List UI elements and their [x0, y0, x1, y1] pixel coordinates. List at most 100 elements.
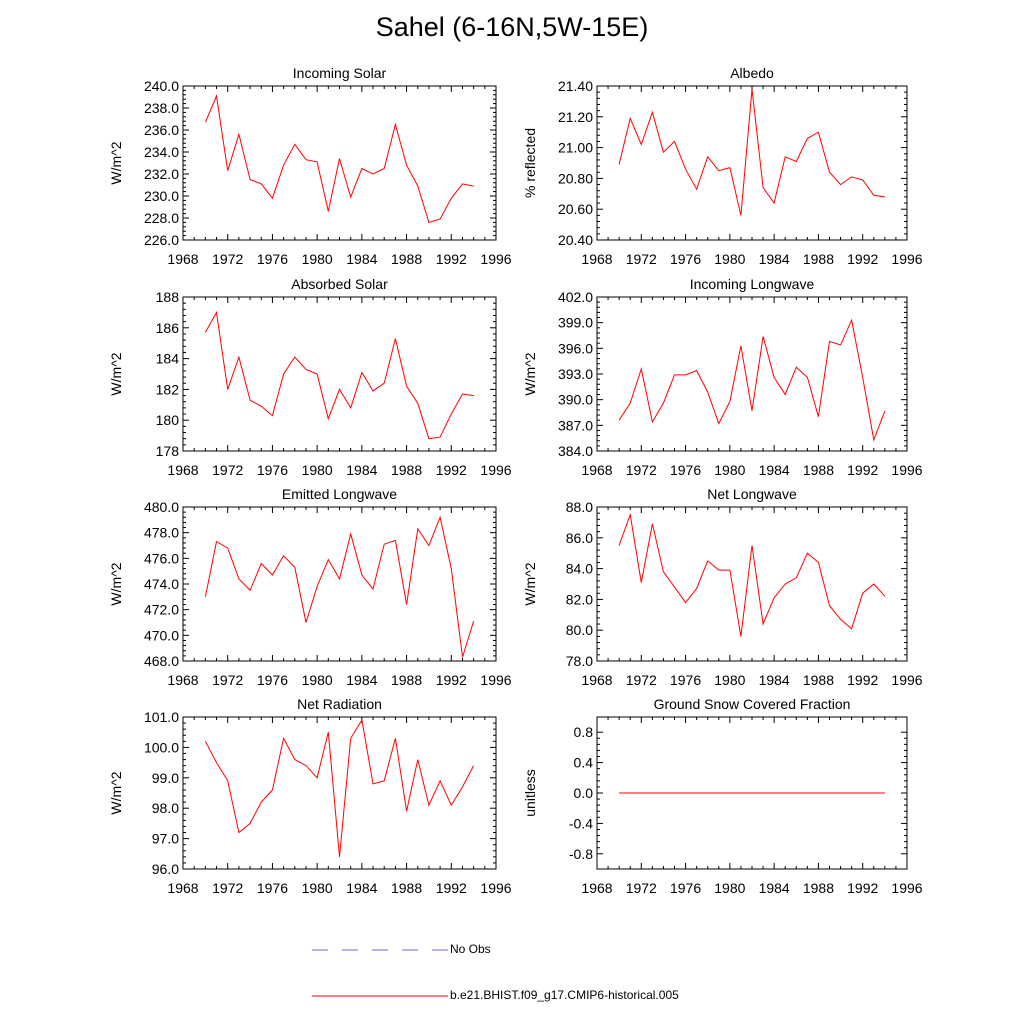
y-tick-label: 232.0: [144, 166, 179, 182]
y-tick-label: 474.0: [144, 576, 179, 592]
chart-panel-5: Emitted Longwave W/m^2 468.0 470.0 472.0 474.…: [108, 486, 512, 688]
plot-frame: [596, 506, 908, 662]
y-tick-label: 240.0: [144, 78, 179, 94]
x-tick-label: 1988: [803, 672, 834, 688]
y-tick-label: 402.0: [558, 289, 593, 305]
series-line: [618, 512, 886, 637]
y-tick-label: 80.0: [566, 622, 593, 638]
x-tick-label: 1992: [847, 672, 878, 688]
y-tick-label: 21.00: [558, 140, 593, 156]
y-axis-label: W/m^2: [522, 352, 538, 395]
y-tick-label: 228.0: [144, 210, 179, 226]
y-tick-label: 390.0: [558, 392, 593, 408]
chart-panel-7: Net Radiation W/m^2 96.0 97.0 98.0 99.0 100.0 1…: [108, 696, 512, 896]
x-tick-label: 1976: [670, 880, 701, 896]
y-tick-label: 86.0: [566, 530, 593, 546]
y-axis-label: W/m^2: [522, 562, 538, 605]
x-tick-label: 1968: [167, 672, 198, 688]
plot-frame: [182, 296, 497, 452]
x-tick-label: 1984: [759, 251, 790, 267]
x-tick-label: 1972: [626, 880, 657, 896]
y-tick-label: 186: [156, 320, 180, 336]
x-tick-label: 1980: [302, 672, 333, 688]
y-tick-label: 468.0: [144, 653, 179, 669]
chart-panel-2: Albedo % reflected 20.40 20.60 20.80 21.00 21.…: [522, 65, 923, 267]
x-tick-label: 1968: [581, 672, 612, 688]
x-tick-label: 1992: [436, 880, 467, 896]
x-tick-label: 1992: [847, 251, 878, 267]
x-tick-label: 1980: [714, 880, 745, 896]
x-tick-label: 1996: [891, 251, 922, 267]
series-line: [204, 310, 474, 440]
panel-title: Net Longwave: [707, 486, 797, 502]
x-tick-label: 1976: [257, 672, 288, 688]
y-tick-label: 387.0: [558, 417, 593, 433]
y-tick-label: 234.0: [144, 144, 179, 160]
y-tick-label: 178: [156, 443, 180, 459]
series-line: [204, 718, 475, 857]
y-tick-label: 84.0: [566, 561, 593, 577]
series-line: [204, 94, 474, 224]
x-tick-label: 1988: [803, 880, 834, 896]
y-tick-label: 236.0: [144, 122, 179, 138]
legend-label-no-obs: No Obs: [450, 942, 491, 956]
x-tick-label: 1992: [847, 880, 878, 896]
x-tick-label: 1972: [212, 880, 243, 896]
y-tick-label: 393.0: [558, 366, 593, 382]
x-tick-label: 1996: [480, 251, 511, 267]
y-tick-label: 21.40: [558, 78, 593, 94]
y-tick-label: -0.4: [569, 815, 593, 831]
x-tick-label: 1968: [167, 880, 198, 896]
y-tick-label: 480.0: [144, 499, 179, 515]
x-tick-label: 1980: [302, 251, 333, 267]
panel-title: Emitted Longwave: [282, 486, 397, 502]
y-tick-label: 20.40: [558, 232, 593, 248]
y-tick-label: 0.0: [574, 785, 594, 801]
x-tick-label: 1972: [212, 672, 243, 688]
x-tick-label: 1992: [436, 672, 467, 688]
series-line: [618, 89, 885, 216]
y-tick-label: 78.0: [566, 653, 593, 669]
x-tick-label: 1984: [759, 462, 790, 478]
y-tick-label: 184: [156, 351, 180, 367]
x-tick-label: 1996: [891, 462, 922, 478]
y-tick-label: 21.20: [558, 109, 593, 125]
y-tick-label: 478.0: [144, 525, 179, 541]
x-tick-label: 1984: [346, 880, 377, 896]
y-axis-label: W/m^2: [108, 562, 124, 605]
y-tick-label: 88.0: [566, 499, 593, 515]
x-tick-label: 1988: [391, 462, 422, 478]
y-tick-label: 0.4: [574, 755, 594, 771]
plot-frame: [596, 296, 908, 452]
x-tick-label: 1996: [480, 462, 511, 478]
x-tick-label: 1976: [257, 251, 288, 267]
x-tick-label: 1984: [346, 462, 377, 478]
panel-title: Ground Snow Covered Fraction: [654, 696, 851, 712]
y-tick-label: 399.0: [558, 315, 593, 331]
x-tick-label: 1968: [167, 462, 198, 478]
x-tick-label: 1972: [626, 672, 657, 688]
y-tick-label: 97.0: [152, 831, 179, 847]
legend-swatches: [312, 949, 448, 997]
y-tick-label: 384.0: [558, 443, 593, 459]
x-tick-label: 1996: [891, 880, 922, 896]
plot-frame: [596, 85, 908, 241]
y-tick-label: 182: [156, 381, 180, 397]
x-tick-label: 1984: [759, 880, 790, 896]
y-tick-label: 101.0: [144, 709, 179, 725]
panel-title: Incoming Longwave: [690, 276, 815, 292]
y-axis-label: unitless: [522, 769, 538, 816]
panel-title: Absorbed Solar: [291, 276, 388, 292]
panel-title: Albedo: [730, 65, 774, 81]
y-axis-label: W/m^2: [108, 771, 124, 814]
x-tick-label: 1984: [346, 251, 377, 267]
x-tick-label: 1984: [346, 672, 377, 688]
x-tick-label: 1996: [480, 880, 511, 896]
x-tick-label: 1980: [714, 251, 745, 267]
chart-panel-6: Net Longwave W/m^2 78.0 80.0 82.0 84.0 86.0 88.…: [522, 486, 923, 688]
panel-title: Incoming Solar: [293, 65, 387, 81]
y-tick-label: 20.60: [558, 201, 593, 217]
y-tick-label: 82.0: [566, 591, 593, 607]
y-tick-label: 96.0: [152, 861, 179, 877]
